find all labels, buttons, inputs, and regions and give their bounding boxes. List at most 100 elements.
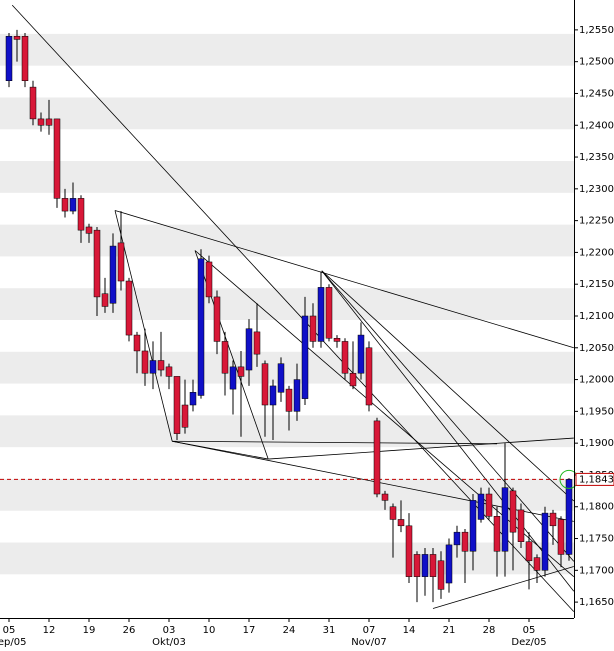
y-tick-label: 1,2400 bbox=[579, 120, 614, 131]
candle-body bbox=[125, 280, 133, 336]
grid-band bbox=[0, 542, 574, 575]
last-price-box bbox=[575, 472, 614, 486]
y-tick-label: 1,2450 bbox=[579, 88, 614, 99]
y-tick-label: 1,1750 bbox=[579, 534, 614, 545]
candle-body bbox=[373, 420, 381, 495]
candle-body bbox=[221, 341, 229, 374]
candle-body bbox=[525, 541, 533, 562]
candle-body bbox=[389, 506, 397, 520]
candle-body bbox=[173, 376, 181, 434]
candle-body bbox=[197, 258, 205, 396]
grid-bands bbox=[0, 33, 574, 575]
x-month-label: Okt/03 bbox=[152, 637, 186, 647]
candle-body bbox=[277, 363, 285, 393]
candle-body bbox=[133, 334, 141, 352]
trendline bbox=[114, 210, 173, 442]
x-tick-label: 19 bbox=[83, 625, 96, 636]
x-tick-label: 31 bbox=[323, 625, 336, 636]
candle-body bbox=[469, 500, 477, 552]
trendline bbox=[172, 440, 498, 445]
candle-body bbox=[485, 493, 493, 517]
candle-body bbox=[429, 554, 437, 577]
candle-body bbox=[365, 347, 373, 406]
candle-body bbox=[325, 287, 333, 339]
x-tick-label: 07 bbox=[363, 625, 376, 636]
candle-body bbox=[165, 366, 173, 377]
trendline bbox=[172, 440, 269, 460]
candle-body bbox=[77, 198, 85, 231]
x-month-label: Nov/07 bbox=[351, 637, 387, 647]
y-tick-label: 1,2300 bbox=[579, 184, 614, 195]
grid-band bbox=[0, 161, 574, 193]
y-tick-label: 1,2050 bbox=[579, 343, 614, 354]
trendline bbox=[321, 270, 575, 592]
candle-body bbox=[37, 118, 45, 126]
candle-body bbox=[53, 118, 61, 199]
trendline bbox=[268, 437, 574, 460]
candle-body bbox=[477, 493, 485, 520]
candle-body bbox=[229, 366, 237, 390]
y-tick-label: 1,1700 bbox=[579, 565, 614, 576]
candles bbox=[5, 29, 579, 603]
candle-body bbox=[157, 360, 165, 371]
candle-body bbox=[453, 531, 461, 546]
candle-body bbox=[181, 404, 189, 428]
candle-body bbox=[333, 337, 341, 342]
x-tick-label: 26 bbox=[123, 625, 136, 636]
candle-body bbox=[13, 35, 21, 40]
y-tick-label: 1,2350 bbox=[579, 152, 614, 163]
candle-body bbox=[21, 35, 29, 81]
x-tick-label: 28 bbox=[483, 625, 496, 636]
candle-body bbox=[397, 519, 405, 527]
candle-body bbox=[565, 479, 573, 555]
y-tick-label: 1,1800 bbox=[579, 502, 614, 513]
x-tick-label: 12 bbox=[43, 625, 56, 636]
x-tick-label: 21 bbox=[443, 625, 456, 636]
y-tick-label: 1,2200 bbox=[579, 247, 614, 258]
y-tick-label: 1,2500 bbox=[579, 57, 614, 68]
y-tick-label: 1,2100 bbox=[579, 311, 614, 322]
candle-body bbox=[541, 512, 549, 571]
y-tick-label: 1,1650 bbox=[579, 597, 614, 608]
candle-body bbox=[549, 512, 557, 527]
candle-body bbox=[301, 315, 309, 399]
candle-body bbox=[381, 493, 389, 501]
candle-body bbox=[117, 242, 125, 282]
candle-body bbox=[5, 35, 13, 81]
candle-body bbox=[445, 544, 453, 584]
candle-body bbox=[69, 198, 77, 212]
candle-body bbox=[349, 372, 357, 387]
y-tick-label: 1,2550 bbox=[579, 25, 614, 36]
trendline bbox=[114, 210, 574, 349]
y-tick-label: 1,2000 bbox=[579, 375, 614, 386]
candle-body bbox=[245, 328, 253, 371]
grid-band bbox=[0, 97, 574, 130]
trendline bbox=[432, 566, 574, 609]
candle-body bbox=[509, 490, 517, 533]
candle-body bbox=[141, 350, 149, 374]
candle-body bbox=[253, 331, 261, 355]
y-tick-label: 1,1900 bbox=[579, 438, 614, 449]
candle-body bbox=[309, 315, 317, 342]
candle-body bbox=[85, 226, 93, 234]
y-tick-label: 1,1950 bbox=[579, 406, 614, 417]
axis-labels: 1,2550 1,2500 1,2450 1,2400 1,2350 1,2300 1,22… bbox=[0, 25, 614, 648]
candle-body bbox=[45, 118, 53, 126]
candle-body bbox=[317, 287, 325, 342]
candle-body bbox=[93, 229, 101, 298]
candle-body bbox=[269, 385, 277, 406]
x-tick-label: 24 bbox=[283, 625, 296, 636]
candle-body bbox=[533, 557, 541, 571]
candle-body bbox=[205, 261, 213, 298]
last-price-label: 1,1843 bbox=[579, 474, 614, 485]
x-month-label: Dez/05 bbox=[511, 637, 546, 647]
candle-body bbox=[413, 554, 421, 577]
y-tick-label: 1,2250 bbox=[579, 216, 614, 227]
candle-body bbox=[357, 334, 365, 374]
candle-body bbox=[213, 296, 221, 342]
candle-body bbox=[557, 519, 565, 555]
candle-body bbox=[237, 366, 245, 377]
candle-body bbox=[261, 363, 269, 406]
x-tick-label: 03 bbox=[163, 625, 176, 636]
x-month-label: Sep/05 bbox=[0, 637, 26, 647]
